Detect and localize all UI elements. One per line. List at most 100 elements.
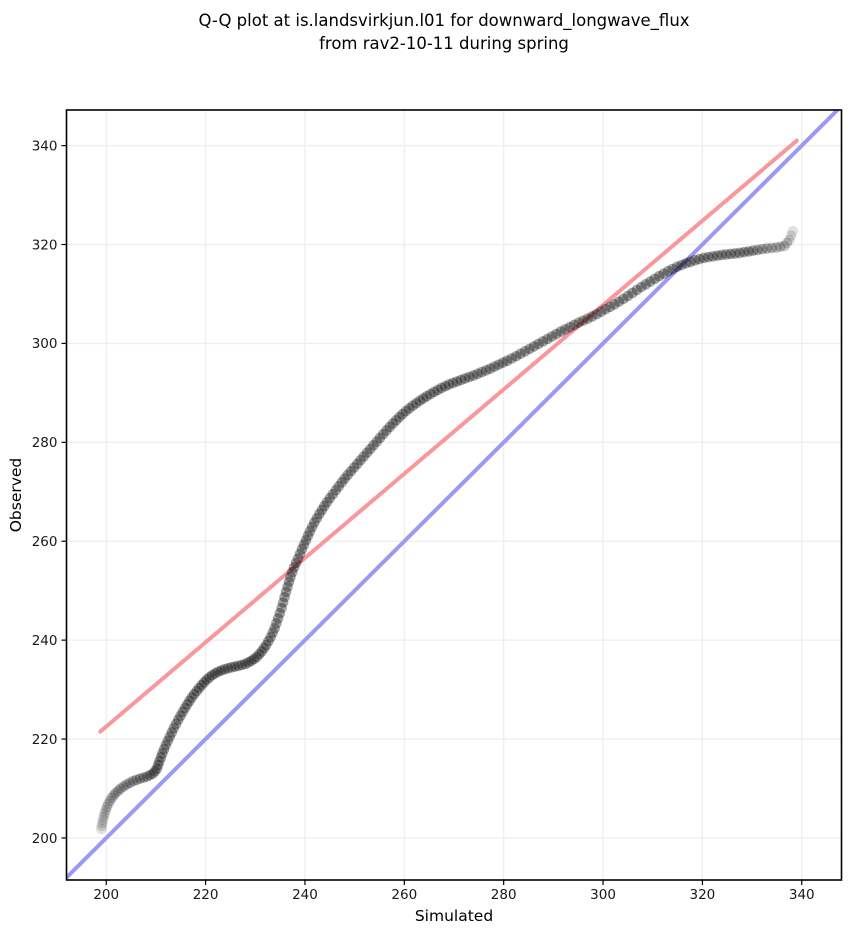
qq-scatter-point bbox=[336, 477, 348, 488]
qq-scatter-point bbox=[377, 428, 389, 440]
qq-scatter-point bbox=[506, 353, 517, 364]
qq-scatter-point bbox=[162, 735, 174, 747]
qq-scatter-point bbox=[188, 688, 200, 700]
qq-scatter-point bbox=[371, 436, 383, 447]
qq-scatter-point bbox=[577, 315, 589, 326]
chart-title: Q-Q plot at is.landsvirkjun.l01 for down… bbox=[38, 9, 850, 55]
qq-scatter-point bbox=[752, 244, 763, 256]
qq-scatter-point bbox=[591, 308, 602, 320]
qq-scatter-point bbox=[253, 648, 265, 660]
qq-scatter-point bbox=[134, 773, 146, 784]
qq-scatter-point bbox=[493, 359, 505, 370]
qq-scatter-point bbox=[568, 319, 580, 331]
qq-scatter-point bbox=[519, 346, 531, 357]
qq-scatter-point bbox=[327, 488, 339, 500]
qq-scatter-point bbox=[559, 324, 571, 335]
qq-scatter-point bbox=[96, 817, 108, 829]
qq-scatter-point bbox=[243, 657, 254, 668]
qq-scatter-point bbox=[152, 759, 164, 771]
regression-line bbox=[98, 138, 799, 734]
y-tick-label: 240 bbox=[32, 633, 58, 649]
qq-scatter-point bbox=[141, 771, 153, 782]
qq-scatter-point bbox=[149, 765, 161, 777]
qq-scatter-point bbox=[627, 287, 638, 299]
qq-scatter-point bbox=[600, 303, 611, 315]
qq-scatter-point bbox=[355, 454, 366, 466]
qq-scatter-point bbox=[306, 521, 318, 533]
x-tick-label: 340 bbox=[789, 887, 815, 903]
qq-scatter-point bbox=[644, 276, 656, 287]
qq-scatter-point bbox=[144, 769, 156, 781]
qq-scatter-point bbox=[720, 249, 732, 260]
x-axis-label: Simulated bbox=[414, 907, 494, 925]
qq-scatter-point bbox=[198, 677, 210, 688]
qq-scatter-point bbox=[497, 357, 509, 369]
qq-scatter-point bbox=[455, 374, 467, 386]
qq-scatter-point bbox=[613, 296, 625, 307]
qq-scatter-point bbox=[160, 739, 172, 751]
qq-scatter-point bbox=[215, 665, 227, 676]
qq-scatter-point bbox=[280, 586, 292, 598]
qq-scatter-point bbox=[459, 373, 471, 384]
qq-scatter-point bbox=[524, 343, 535, 355]
qq-scatter-point bbox=[339, 473, 351, 484]
qq-scatter-point bbox=[443, 379, 455, 390]
qq-scatter-point bbox=[324, 492, 336, 504]
qq-scatter-point bbox=[100, 804, 112, 816]
qq-scatter-point bbox=[157, 748, 168, 759]
x-tick-label: 220 bbox=[193, 887, 219, 903]
qq-scatter-point bbox=[97, 814, 109, 826]
qq-scatter-point bbox=[101, 801, 113, 813]
qq-scatter-point bbox=[368, 439, 379, 451]
chart-title-line2: from rav2-10-11 during spring bbox=[319, 34, 569, 53]
qq-scatter-point bbox=[436, 382, 447, 394]
qq-scatter-point bbox=[191, 685, 202, 697]
qq-scatter-point bbox=[279, 591, 290, 603]
qq-scatter-point bbox=[743, 246, 754, 257]
qq-scatter-point bbox=[440, 380, 451, 392]
qq-scatter-point bbox=[515, 348, 526, 360]
qq-scatter-point bbox=[771, 242, 782, 253]
qq-scatter-point bbox=[381, 425, 392, 436]
qq-scatter-point bbox=[676, 259, 687, 271]
chart-title-line1: Q-Q plot at is.landsvirkjun.l01 for down… bbox=[198, 11, 690, 30]
qq-scatter-point bbox=[472, 368, 483, 380]
qq-scatter-point bbox=[781, 237, 793, 249]
qq-scatter-point bbox=[468, 370, 479, 381]
qq-scatter-point bbox=[138, 772, 149, 783]
qq-scatter-point bbox=[229, 661, 241, 672]
qq-scatter-point bbox=[364, 443, 376, 455]
qq-scatter-point bbox=[480, 365, 492, 376]
qq-scatter-point bbox=[658, 268, 669, 279]
qq-scatter-point bbox=[484, 363, 496, 374]
qq-scatter-point bbox=[698, 252, 710, 264]
qq-scatter-point bbox=[779, 240, 790, 252]
qq-scatter-point bbox=[546, 331, 558, 342]
qq-scatter-point bbox=[147, 768, 159, 779]
qq-scatter-point bbox=[256, 646, 268, 657]
qq-scatter-point bbox=[209, 668, 221, 679]
qq-scatter-point bbox=[573, 317, 584, 328]
y-tick-label: 200 bbox=[32, 831, 58, 847]
qq-scatter-point bbox=[551, 328, 562, 340]
qq-scatter-point bbox=[533, 338, 544, 350]
qq-scatter bbox=[95, 225, 799, 835]
identity-line bbox=[66, 110, 840, 880]
qq-scatter-point bbox=[154, 756, 165, 767]
qq-scatter-point bbox=[314, 508, 325, 520]
qq-scatter-point bbox=[653, 270, 665, 282]
x-tick-label: 200 bbox=[93, 887, 119, 903]
qq-scatter-point bbox=[319, 500, 330, 512]
qq-scatter-point bbox=[260, 639, 272, 651]
qq-scatter-point bbox=[272, 613, 284, 624]
qq-scatter-point bbox=[352, 458, 363, 470]
qq-scatter-point bbox=[151, 763, 163, 775]
qq-scatter-point bbox=[667, 263, 678, 275]
qq-scatter-point bbox=[555, 326, 567, 337]
qq-scatter-point bbox=[397, 408, 408, 420]
qq-scatter-point bbox=[595, 306, 607, 318]
qq-scatter-point bbox=[671, 261, 683, 273]
qq-scatter-point bbox=[432, 384, 444, 396]
qq-scatter-point bbox=[604, 301, 616, 313]
qq-scatter-point bbox=[168, 722, 180, 734]
